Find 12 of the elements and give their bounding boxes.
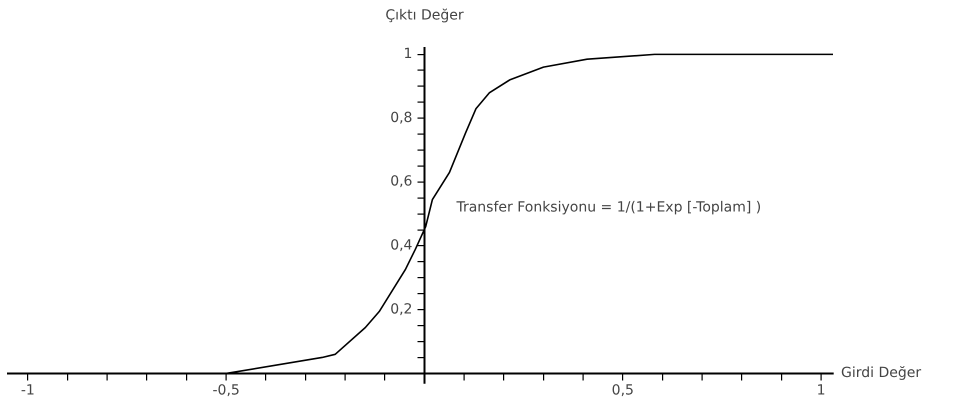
y-tick-label: 0,2 [390, 301, 412, 318]
y-tick-label: 0,8 [390, 110, 412, 126]
x-tick-label: 1 [816, 382, 826, 398]
x-axis-title: Girdi Değer [841, 365, 922, 382]
x-tick-label: -1 [20, 382, 35, 398]
y-axis-title: Çıktı Değer [385, 8, 464, 24]
annotation: Transfer Fonksiyonu = 1/(1+Exp [-Toplam] ) [455, 200, 762, 216]
y-tick-label: 1 [404, 46, 412, 62]
y-tick-label: 0,6 [390, 174, 413, 190]
x-tick-label: 0,5 [612, 382, 634, 398]
y-tick-label: 0,4 [390, 237, 413, 254]
x-tick-label: -0,5 [212, 382, 240, 398]
